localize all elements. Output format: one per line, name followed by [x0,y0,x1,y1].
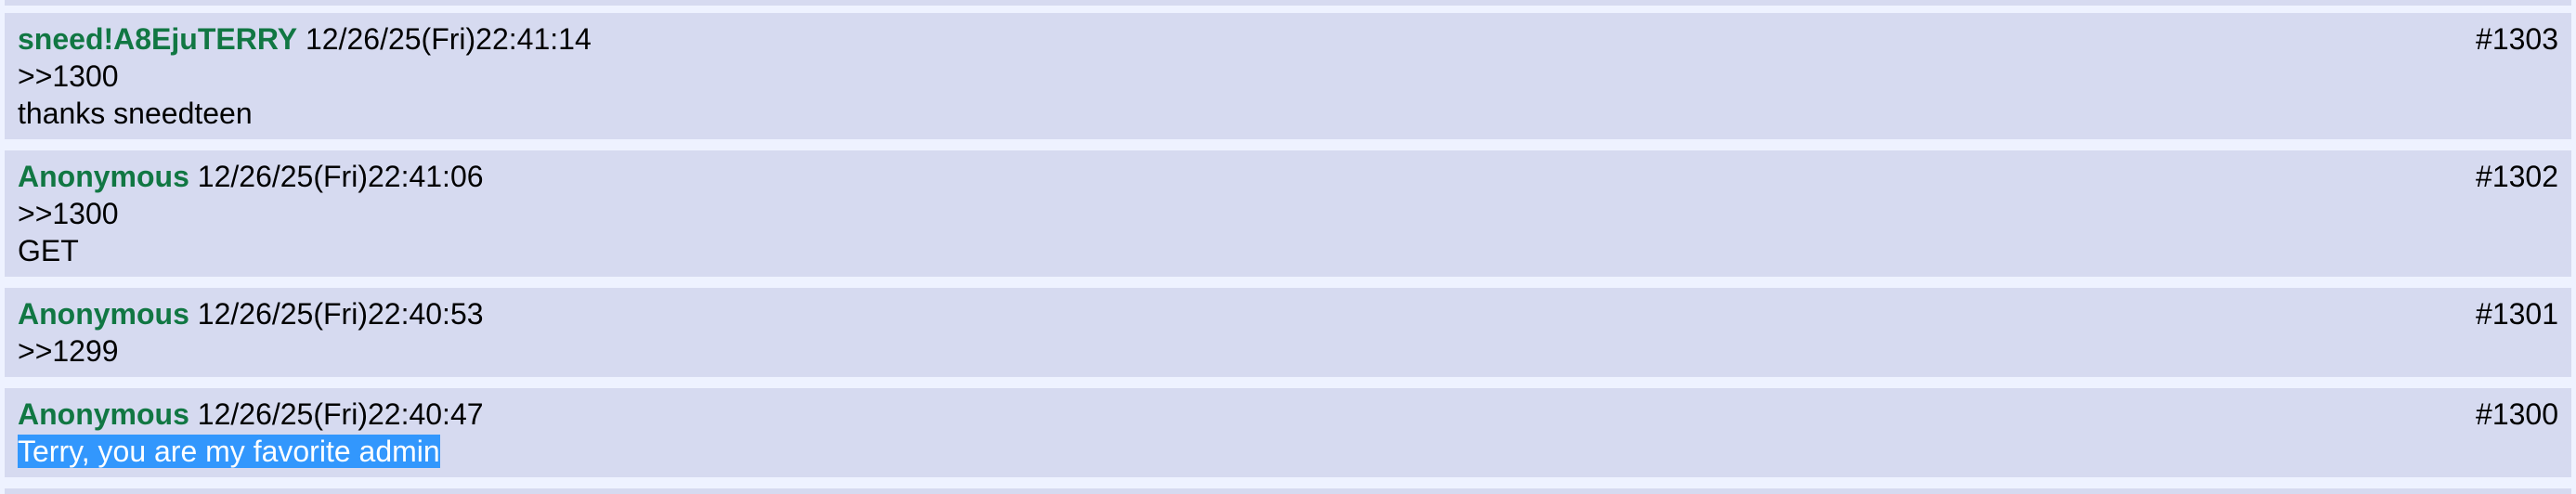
poster-name: Anonymous [18,160,189,193]
post-text: GET [18,234,79,267]
post-number[interactable]: #1303 [2476,22,2558,56]
post-number[interactable]: #1302 [2476,160,2558,193]
post: Anonymous 12/26/25(Fri)22:41:06 #1302 >>… [5,150,2571,277]
post-timestamp: 12/26/25(Fri)22:41:06 [197,160,484,193]
post-timestamp: 12/26/25(Fri)22:40:47 [197,397,484,431]
partial-post-above [5,0,2571,6]
post-body: >>1300 thanks sneedteen [18,58,2558,132]
post-header: Anonymous 12/26/25(Fri)22:40:53 #1301 [18,295,2558,332]
post-header-left: sneed!A8EjuTERRY 12/26/25(Fri)22:41:14 [18,20,592,58]
post-timestamp: 12/26/25(Fri)22:40:53 [197,297,484,331]
post-number[interactable]: #1301 [2476,297,2558,331]
partial-post-below [5,488,2571,494]
post: sneed!A8EjuTERRY 12/26/25(Fri)22:41:14 #… [5,13,2571,139]
post-quote-link[interactable]: >>1299 [18,334,119,368]
post-text: thanks sneedteen [18,97,253,130]
poster-name: Anonymous [18,297,189,331]
post-header-left: Anonymous 12/26/25(Fri)22:40:53 [18,295,484,332]
post-body: >>1300 GET [18,195,2558,269]
post-header-left: Anonymous 12/26/25(Fri)22:41:06 [18,158,484,195]
post-timestamp: 12/26/25(Fri)22:41:14 [305,22,592,56]
poster-name: Anonymous [18,397,189,431]
post-quote-link[interactable]: >>1300 [18,197,119,230]
post: Anonymous 12/26/25(Fri)22:40:53 #1301 >>… [5,288,2571,377]
post-header-left: Anonymous 12/26/25(Fri)22:40:47 [18,396,484,433]
post-number[interactable]: #1300 [2476,397,2558,431]
post-body: >>1299 [18,332,2558,370]
post-text-line: Terry, you are my favorite admin [18,433,2558,470]
post-body: Terry, you are my favorite admin [18,433,2558,470]
poster-name: sneed!A8EjuTERRY [18,22,298,56]
selected-text: Terry, you are my favorite admin [18,435,440,468]
post-header: sneed!A8EjuTERRY 12/26/25(Fri)22:41:14 #… [18,20,2558,58]
post-header: Anonymous 12/26/25(Fri)22:41:06 #1302 [18,158,2558,195]
post: Anonymous 12/26/25(Fri)22:40:47 #1300 Te… [5,388,2571,477]
post-quote-link[interactable]: >>1300 [18,59,119,93]
post-header: Anonymous 12/26/25(Fri)22:40:47 #1300 [18,396,2558,433]
